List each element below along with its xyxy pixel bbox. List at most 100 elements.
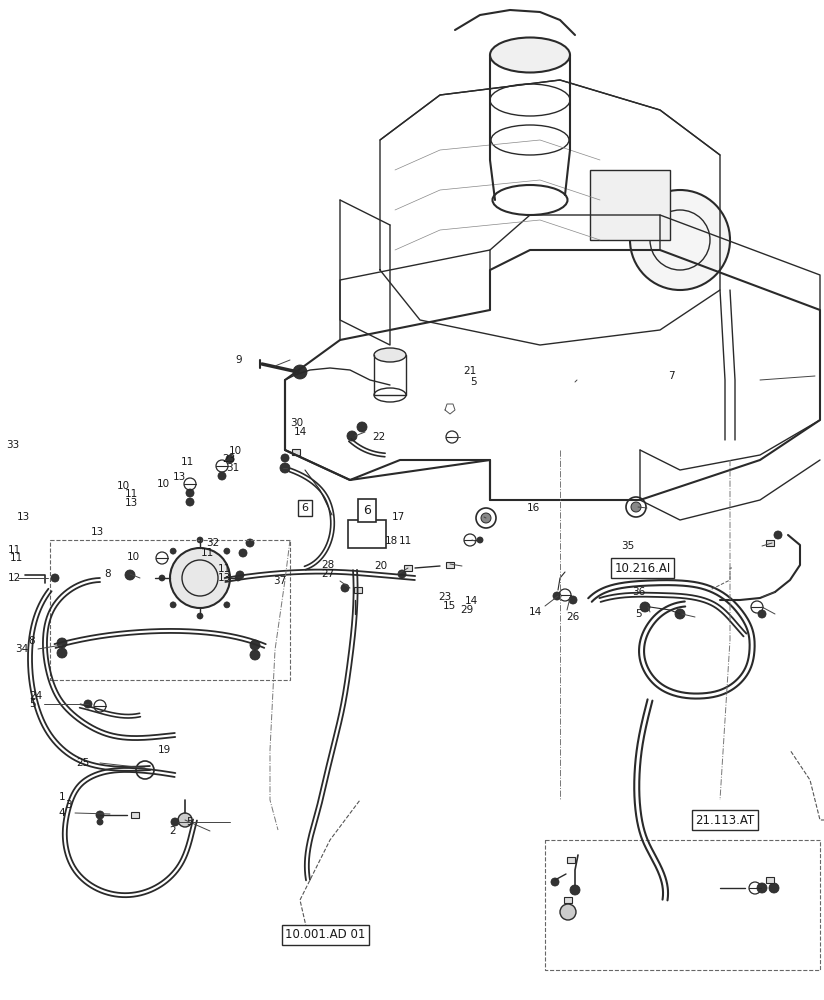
- Text: 8: 8: [104, 569, 110, 579]
- Text: 27: 27: [321, 569, 335, 579]
- Text: 6: 6: [302, 503, 308, 513]
- Circle shape: [640, 602, 650, 612]
- Circle shape: [341, 584, 349, 592]
- Bar: [590, 170, 670, 240]
- Circle shape: [226, 455, 234, 463]
- Bar: [567, 857, 575, 863]
- Text: 12: 12: [8, 573, 21, 583]
- Text: 20: 20: [374, 561, 387, 571]
- Text: 11: 11: [10, 553, 23, 563]
- Bar: [354, 587, 362, 593]
- Text: 13: 13: [173, 472, 186, 482]
- Circle shape: [250, 640, 260, 650]
- Text: 22: 22: [372, 432, 386, 442]
- Circle shape: [57, 638, 67, 648]
- Circle shape: [246, 539, 254, 547]
- Text: 5: 5: [471, 377, 477, 387]
- Circle shape: [159, 575, 165, 581]
- Text: 14: 14: [465, 596, 478, 606]
- Bar: [564, 897, 572, 903]
- Text: 26: 26: [566, 612, 579, 622]
- Text: 3: 3: [65, 800, 72, 810]
- Bar: [766, 877, 774, 883]
- Circle shape: [84, 700, 92, 708]
- Circle shape: [96, 811, 104, 819]
- Circle shape: [631, 502, 641, 512]
- Text: 31: 31: [227, 463, 240, 473]
- Circle shape: [197, 613, 203, 619]
- Text: 10: 10: [157, 479, 170, 489]
- Text: 7: 7: [668, 371, 675, 381]
- Circle shape: [178, 813, 192, 827]
- Bar: [292, 449, 300, 455]
- Text: 11: 11: [125, 489, 138, 499]
- Circle shape: [757, 883, 767, 893]
- Circle shape: [250, 650, 260, 660]
- Text: 11: 11: [181, 457, 194, 467]
- Bar: [446, 562, 454, 568]
- Text: 10.001.AD 01: 10.001.AD 01: [285, 928, 366, 942]
- Circle shape: [281, 454, 289, 462]
- Circle shape: [224, 548, 230, 554]
- Text: 17: 17: [392, 512, 405, 522]
- Circle shape: [125, 570, 135, 580]
- Circle shape: [170, 548, 230, 608]
- Text: 16: 16: [527, 503, 540, 513]
- Circle shape: [347, 431, 357, 441]
- Text: 11: 11: [8, 545, 21, 555]
- Text: 5: 5: [186, 817, 193, 827]
- Text: 13: 13: [91, 527, 104, 537]
- Circle shape: [675, 609, 685, 619]
- Text: 19: 19: [158, 745, 171, 755]
- Text: 11: 11: [399, 536, 412, 546]
- Ellipse shape: [374, 348, 406, 362]
- Text: 34: 34: [16, 644, 29, 654]
- Circle shape: [218, 472, 226, 480]
- Circle shape: [57, 648, 67, 658]
- Text: 24: 24: [30, 691, 43, 701]
- Circle shape: [560, 904, 576, 920]
- Text: 5: 5: [635, 609, 642, 619]
- Text: 1: 1: [59, 792, 65, 802]
- Text: 25: 25: [76, 758, 89, 768]
- Circle shape: [239, 549, 247, 557]
- Circle shape: [170, 602, 176, 608]
- Circle shape: [551, 878, 559, 886]
- Text: 23: 23: [438, 592, 452, 602]
- Circle shape: [236, 571, 244, 579]
- Text: 21.113.AT: 21.113.AT: [695, 814, 755, 826]
- Circle shape: [197, 537, 203, 543]
- Text: 35: 35: [621, 541, 634, 551]
- Circle shape: [51, 574, 59, 582]
- Text: 10: 10: [117, 481, 130, 491]
- Circle shape: [186, 489, 194, 497]
- Circle shape: [224, 602, 230, 608]
- Circle shape: [235, 575, 241, 581]
- Circle shape: [357, 422, 367, 432]
- Circle shape: [758, 610, 766, 618]
- Circle shape: [630, 190, 730, 290]
- Circle shape: [553, 592, 561, 600]
- Text: 2: 2: [170, 826, 176, 836]
- Bar: [348, 520, 386, 548]
- Text: 33: 33: [6, 440, 19, 450]
- Text: 9: 9: [236, 355, 242, 365]
- Bar: [404, 565, 412, 571]
- Circle shape: [481, 513, 491, 523]
- Text: 23: 23: [222, 454, 236, 464]
- Text: 15: 15: [442, 601, 456, 611]
- Text: 13: 13: [218, 573, 231, 583]
- Text: 10: 10: [127, 552, 140, 562]
- Circle shape: [569, 596, 577, 604]
- Text: 14: 14: [529, 607, 542, 617]
- Ellipse shape: [490, 37, 570, 73]
- Text: 30: 30: [290, 418, 303, 428]
- Text: 10.216.AI: 10.216.AI: [615, 562, 671, 574]
- Text: 37: 37: [274, 576, 287, 586]
- Text: 36: 36: [632, 587, 645, 597]
- Circle shape: [769, 883, 779, 893]
- Circle shape: [774, 531, 782, 539]
- Circle shape: [398, 570, 406, 578]
- Circle shape: [570, 885, 580, 895]
- Text: 6: 6: [363, 504, 371, 516]
